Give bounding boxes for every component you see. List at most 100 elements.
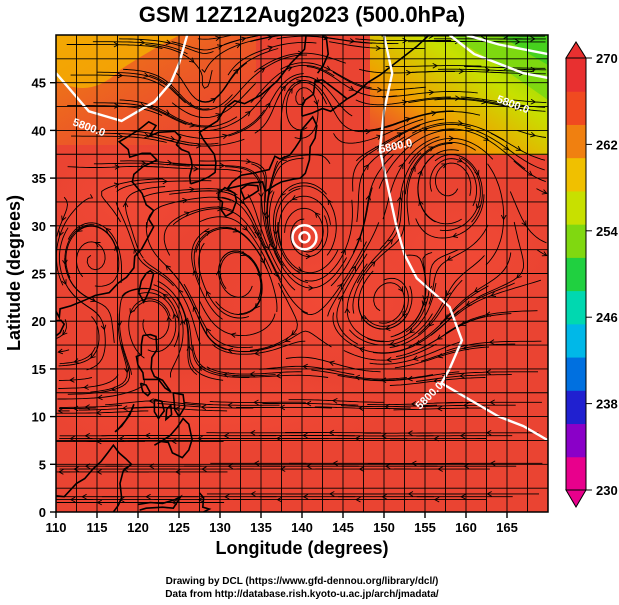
streamline-arrow (100, 324, 107, 331)
streamline-arrow (148, 398, 154, 404)
streamline-arrow (219, 162, 226, 169)
x-tick-label: 165 (496, 520, 518, 535)
streamline (119, 99, 212, 127)
streamline-arrow (57, 408, 64, 414)
streamline (266, 157, 304, 245)
streamline-arrow (264, 214, 270, 221)
streamline-arrow (428, 89, 435, 96)
streamline-arrow (384, 325, 391, 332)
coastline-path (139, 382, 152, 397)
streamline (485, 163, 505, 266)
streamline-arrow (355, 496, 361, 503)
streamline-arrow (489, 460, 496, 467)
streamline (157, 280, 198, 375)
streamline-arrow (239, 198, 245, 205)
streamline (355, 96, 451, 106)
streamline (172, 163, 262, 186)
streamline-arrow (227, 347, 234, 354)
streamline-arrow (486, 491, 492, 497)
streamline (56, 319, 67, 340)
streamline (536, 249, 548, 257)
streamline-arrow (405, 117, 411, 123)
streamline-arrow (515, 145, 522, 151)
streamline (438, 128, 526, 170)
streamline (67, 343, 130, 395)
streamline-arrow (460, 493, 466, 500)
streamline-arrow (332, 460, 338, 467)
streamline-arrow (407, 491, 414, 497)
streamline (355, 118, 445, 162)
streamline (247, 194, 296, 291)
streamline-arrow (358, 466, 365, 472)
streamline-arrow (473, 287, 480, 293)
streamline-arrow (337, 283, 343, 290)
streamline-arrow (398, 163, 404, 170)
streamline (157, 403, 254, 409)
colorbar-band (566, 456, 586, 491)
streamline (416, 374, 512, 382)
streamline (197, 35, 231, 40)
streamline (92, 41, 188, 55)
x-tick-label: 115 (87, 520, 108, 535)
streamline-arrow (81, 493, 87, 500)
streamline-arrow (233, 68, 239, 75)
colorbar-band (566, 357, 586, 391)
streamline-arrow (206, 290, 211, 297)
streamline (227, 41, 317, 76)
streamline-arrow (503, 35, 510, 39)
streamline-arrow (193, 166, 199, 172)
coastline-path (164, 403, 173, 422)
streamline (288, 399, 385, 403)
streamline-arrow (223, 432, 230, 439)
streamline-arrow (407, 430, 413, 436)
streamline (56, 410, 149, 414)
streamline-arrow (118, 133, 124, 140)
streamline-arrow (62, 329, 68, 336)
streamline-arrow (140, 160, 147, 166)
streamline (429, 158, 478, 207)
streamline (236, 406, 333, 409)
streamline-arrow (530, 98, 537, 105)
y-tick-label: 5 (39, 457, 46, 472)
streamline-arrow (223, 493, 230, 500)
colorbar: 270 262 254 246 238 230 (565, 41, 618, 508)
streamline (93, 162, 190, 167)
streamline-arrow (84, 404, 90, 410)
streamline (367, 282, 437, 343)
streamline (516, 68, 547, 71)
streamline-arrow (302, 363, 308, 370)
streamline (405, 249, 459, 333)
streamline (251, 224, 308, 314)
streamline (343, 343, 437, 361)
streamline-arrow (166, 159, 173, 166)
chart-title: GSM 12Z12Aug2023 (500.0hPa) (139, 2, 465, 27)
streamline-arrow (481, 98, 487, 105)
streamline-arrow (226, 402, 233, 408)
streamline (250, 64, 335, 104)
streamline (451, 279, 542, 320)
streamline (382, 91, 478, 98)
streamline (285, 81, 328, 131)
colorbar-band (566, 257, 586, 292)
streamline-arrow (530, 36, 536, 42)
streamline (430, 282, 515, 336)
streamline (93, 102, 187, 125)
colorbar-band (566, 91, 586, 125)
colorbar-band (566, 157, 586, 192)
y-axis-label: Latitude (degrees) (4, 195, 24, 351)
streamline (420, 343, 516, 362)
streamline (272, 182, 327, 245)
streamline-arrow (166, 315, 172, 322)
streamline (415, 194, 485, 239)
y-axis: 0 5 10 15 20 25 30 35 40 45 (32, 76, 56, 520)
streamline-arrow (370, 261, 376, 267)
streamline (199, 216, 273, 273)
streamline (363, 277, 409, 327)
streamline (421, 313, 512, 349)
streamline (70, 74, 166, 88)
streamline-arrow (446, 255, 453, 261)
streamline (58, 316, 100, 367)
streamline-arrow (344, 307, 351, 314)
streamline (242, 330, 332, 353)
lat-lon-grid (56, 35, 548, 512)
